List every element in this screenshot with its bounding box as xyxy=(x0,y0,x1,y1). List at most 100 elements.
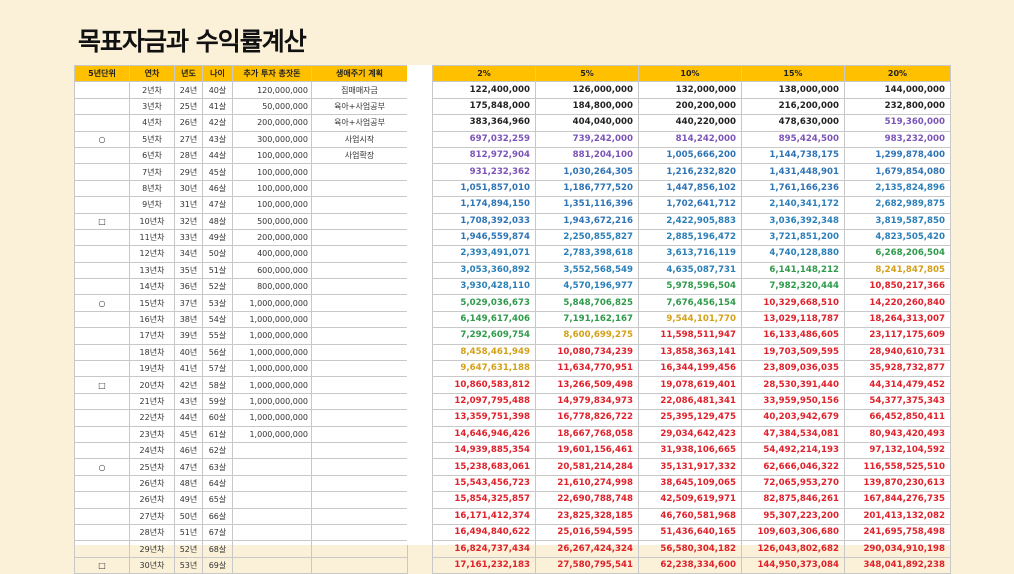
year-cell: 48년 xyxy=(174,474,203,493)
value-cell: 13,266,509,498 xyxy=(535,376,639,394)
value-cell: 1,144,738,175 xyxy=(741,146,845,165)
table-row: ○ 5년차 27년 43살 300,000,000 사업시작 xyxy=(74,130,408,148)
value-cell: 1,708,392,033 xyxy=(432,212,536,230)
value-cell: 3,552,568,549 xyxy=(535,261,639,280)
value-cell: 5,029,036,673 xyxy=(432,294,536,312)
invest-cell: 1,000,000,000 xyxy=(232,294,312,312)
returns-table: 2% 5% 10% 15% 20% 122,400,000 126,000,000… xyxy=(432,64,951,574)
year-cell: 51년 xyxy=(174,523,203,542)
year-no-cell: 21년차 xyxy=(129,392,175,411)
invest-cell: 1,000,000,000 xyxy=(232,425,312,443)
value-cell: 16,171,412,374 xyxy=(432,507,536,525)
table-row: 3,930,428,110 4,570,196,977 5,978,596,504 7… xyxy=(432,278,951,296)
value-cell: 8,458,461,949 xyxy=(432,343,536,362)
plan-cell xyxy=(311,261,408,280)
value-cell: 1,216,232,820 xyxy=(638,163,742,181)
mark-cell xyxy=(74,491,130,509)
value-cell: 175,848,000 xyxy=(432,97,536,116)
value-cell: 18,667,768,058 xyxy=(535,425,639,443)
year-cell: 25년 xyxy=(174,97,203,116)
value-cell: 1,761,166,236 xyxy=(741,179,845,198)
table-row: 16,824,737,434 26,267,424,324 56,580,304,1… xyxy=(432,540,951,558)
mark-cell xyxy=(74,163,130,181)
invest-cell: 400,000,000 xyxy=(232,245,312,263)
table-row: 6,149,617,406 7,191,162,167 9,544,101,770 1… xyxy=(432,310,951,329)
year-cell: 31년 xyxy=(174,196,203,214)
year-no-cell: 9년차 xyxy=(129,196,175,214)
age-cell: 47살 xyxy=(202,196,233,214)
year-no-cell: 16년차 xyxy=(129,310,175,329)
mark-cell xyxy=(74,540,130,558)
plan-cell xyxy=(311,228,408,247)
invest-cell xyxy=(232,491,312,509)
mark-cell xyxy=(74,523,130,542)
rate-header-20: 20% xyxy=(844,64,951,83)
value-cell: 10,080,734,239 xyxy=(535,343,639,362)
age-cell: 45살 xyxy=(202,163,233,181)
table-row: 29년차 52년 68살 xyxy=(74,540,408,558)
value-cell: 1,679,854,080 xyxy=(844,163,951,181)
table-row: 14,939,885,354 19,601,156,461 31,938,106,6… xyxy=(432,441,951,460)
age-cell: 44살 xyxy=(202,146,233,165)
year-cell: 38년 xyxy=(174,310,203,329)
value-cell: 62,666,046,322 xyxy=(741,458,845,476)
age-cell: 66살 xyxy=(202,507,233,525)
value-cell: 7,292,609,754 xyxy=(432,327,536,345)
plan-cell xyxy=(311,245,408,263)
value-cell: 2,135,824,896 xyxy=(844,179,951,198)
year-no-cell: 19년차 xyxy=(129,360,175,378)
value-cell: 7,191,162,167 xyxy=(535,310,639,329)
value-cell: 201,413,132,082 xyxy=(844,507,951,525)
value-cell: 138,000,000 xyxy=(741,81,845,99)
table-row: 13년차 35년 51살 600,000,000 xyxy=(74,261,408,280)
year-no-cell: 17년차 xyxy=(129,327,175,345)
value-cell: 144,950,373,084 xyxy=(741,556,845,574)
plan-cell xyxy=(311,556,408,574)
value-cell: 116,558,525,510 xyxy=(844,458,951,476)
value-cell: 26,267,424,324 xyxy=(535,540,639,558)
year-no-cell: 22년차 xyxy=(129,409,175,427)
year-no-cell: 11년차 xyxy=(129,228,175,247)
year-cell: 35년 xyxy=(174,261,203,280)
plan-cell xyxy=(311,294,408,312)
mark-cell xyxy=(74,114,130,132)
invest-cell xyxy=(232,441,312,460)
age-cell: 57살 xyxy=(202,360,233,378)
year-no-cell: 26년차 xyxy=(129,491,175,509)
mark-cell: ○ xyxy=(74,130,130,148)
table-row: 812,972,904 881,204,100 1,005,666,200 1,144… xyxy=(432,146,951,165)
value-cell: 38,645,109,065 xyxy=(638,474,742,493)
value-cell: 29,034,642,423 xyxy=(638,425,742,443)
mark-cell xyxy=(74,343,130,362)
value-cell: 697,032,259 xyxy=(432,130,536,148)
year-no-cell: 13년차 xyxy=(129,261,175,280)
invest-cell: 1,000,000,000 xyxy=(232,360,312,378)
year-cell: 52년 xyxy=(174,540,203,558)
value-cell: 14,939,885,354 xyxy=(432,441,536,460)
value-cell: 144,000,000 xyxy=(844,81,951,99)
table-row: 175,848,000 184,800,000 200,200,000 216,200… xyxy=(432,97,951,116)
plan-cell xyxy=(311,376,408,394)
value-cell: 881,204,100 xyxy=(535,146,639,165)
age-cell: 41살 xyxy=(202,97,233,116)
value-cell: 13,858,363,141 xyxy=(638,343,742,362)
col-header-age: 나이 xyxy=(202,64,233,83)
page-title: 목표자금과 수익률계산 xyxy=(78,27,307,56)
value-cell: 1,174,894,150 xyxy=(432,196,536,214)
value-cell: 80,943,420,493 xyxy=(844,425,951,443)
value-cell: 895,424,500 xyxy=(741,130,845,148)
year-cell: 49년 xyxy=(174,491,203,509)
value-cell: 31,938,106,665 xyxy=(638,441,742,460)
mark-cell xyxy=(74,327,130,345)
year-cell: 33년 xyxy=(174,228,203,247)
value-cell: 19,078,619,401 xyxy=(638,376,742,394)
value-cell: 16,494,840,622 xyxy=(432,523,536,542)
rate-header-15: 15% xyxy=(741,64,845,83)
value-cell: 1,030,264,305 xyxy=(535,163,639,181)
year-no-cell: 18년차 xyxy=(129,343,175,362)
age-cell: 55살 xyxy=(202,327,233,345)
mark-cell xyxy=(74,261,130,280)
year-no-cell: 28년차 xyxy=(129,523,175,542)
plan-cell xyxy=(311,278,408,296)
age-cell: 52살 xyxy=(202,278,233,296)
